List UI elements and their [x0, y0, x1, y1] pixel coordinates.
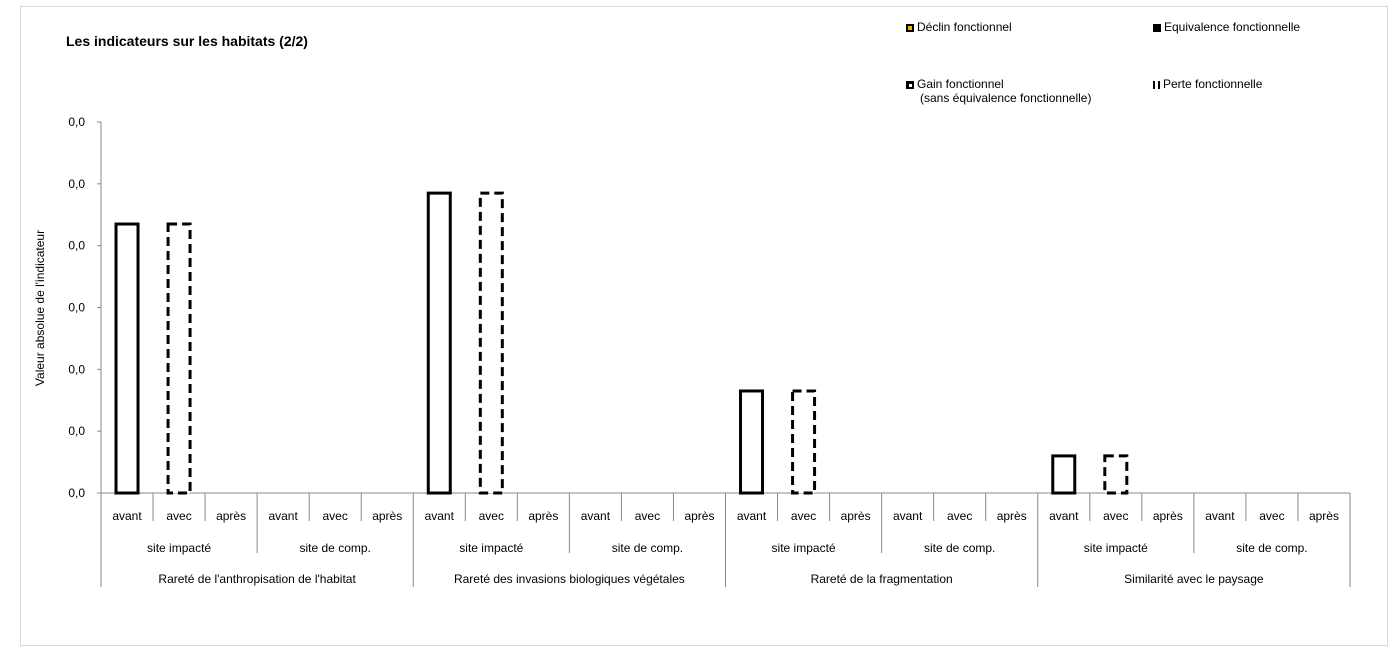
x-subgroup-label: site de comp. — [924, 541, 995, 555]
y-tick-label: 0,0 — [68, 301, 85, 315]
x-category-label: après — [684, 509, 714, 523]
x-category-label: avec — [479, 509, 504, 523]
x-category-label: après — [216, 509, 246, 523]
legend-item-equivalence: Equivalence fonctionnelle — [1153, 20, 1300, 34]
bar-dashed — [791, 389, 817, 495]
y-tick-label: 0,0 — [68, 424, 85, 438]
x-category-label: avant — [893, 509, 923, 523]
bar-dashed — [166, 222, 192, 495]
x-category-label: avant — [1205, 509, 1235, 523]
x-category-label: avec — [791, 509, 816, 523]
legend-swatch-declin-icon — [906, 23, 914, 32]
legend-swatch-gain-icon — [906, 80, 914, 89]
y-tick-label: 0,0 — [68, 239, 85, 253]
bar-solid — [1051, 454, 1077, 495]
bar-solid — [739, 389, 765, 495]
x-group-label: Rareté de l'anthropisation de l'habitat — [158, 572, 356, 586]
y-tick-label: 0,0 — [68, 115, 85, 129]
x-category-label: avec — [166, 509, 191, 523]
legend-swatch-perte-icon — [1153, 80, 1160, 89]
y-axis-label: Valeur absolue de l'indicateur — [33, 230, 47, 386]
y-tick-label: 0,0 — [68, 486, 85, 500]
x-category-label: avant — [581, 509, 611, 523]
x-category-label: avec — [947, 509, 972, 523]
bar-dashed — [478, 191, 504, 495]
x-category-label: avec — [1259, 509, 1284, 523]
legend-label-gain: Gain fonctionnel — [917, 77, 1004, 91]
legend-swatch-equivalence-icon — [1153, 23, 1161, 32]
x-category-label: avec — [323, 509, 348, 523]
x-subgroup-label: site impacté — [459, 541, 523, 555]
x-subgroup-label: site impacté — [772, 541, 836, 555]
x-category-label: après — [841, 509, 871, 523]
x-category-label: après — [1309, 509, 1339, 523]
x-group-label: Rareté de la fragmentation — [811, 572, 953, 586]
x-category-label: avant — [1049, 509, 1079, 523]
legend-label-declin: Déclin fonctionnel — [917, 20, 1012, 34]
x-category-label: avant — [112, 509, 142, 523]
x-category-label: avant — [737, 509, 767, 523]
legend-label-equivalence: Equivalence fonctionnelle — [1164, 20, 1301, 34]
x-category-label: avant — [425, 509, 455, 523]
x-subgroup-label: site impacté — [1084, 541, 1148, 555]
x-subgroup-label: site de comp. — [300, 541, 371, 555]
x-subgroup-label: site de comp. — [1236, 541, 1307, 555]
x-subgroup-label: site de comp. — [612, 541, 683, 555]
chart-frame — [20, 6, 1388, 646]
legend-item-perte: Perte fonctionnelle — [1153, 77, 1262, 91]
x-category-label: avec — [1103, 509, 1128, 523]
legend-item-declin: Déclin fonctionnel — [906, 20, 1012, 34]
bar-solid — [114, 222, 140, 495]
legend-label-gain-sub: (sans équivalence fonctionnelle) — [920, 91, 1092, 105]
bar-dashed — [1103, 454, 1129, 495]
x-category-label: avant — [268, 509, 298, 523]
x-subgroup-label: site impacté — [147, 541, 211, 555]
x-category-label: après — [528, 509, 558, 523]
y-tick-label: 0,0 — [68, 177, 85, 191]
legend-item-gain: Gain fonctionnel (sans équivalence fonct… — [906, 77, 1091, 105]
bar-solid — [426, 191, 452, 495]
x-group-label: Rareté des invasions biologiques végétal… — [454, 572, 685, 586]
x-category-label: après — [997, 509, 1027, 523]
x-category-label: après — [372, 509, 402, 523]
legend-label-perte: Perte fonctionnelle — [1163, 77, 1263, 91]
y-tick-label: 0,0 — [68, 362, 85, 376]
chart-title: Les indicateurs sur les habitats (2/2) — [66, 33, 308, 49]
x-group-label: Similarité avec le paysage — [1124, 572, 1264, 586]
x-category-label: avec — [635, 509, 660, 523]
x-category-label: après — [1153, 509, 1183, 523]
